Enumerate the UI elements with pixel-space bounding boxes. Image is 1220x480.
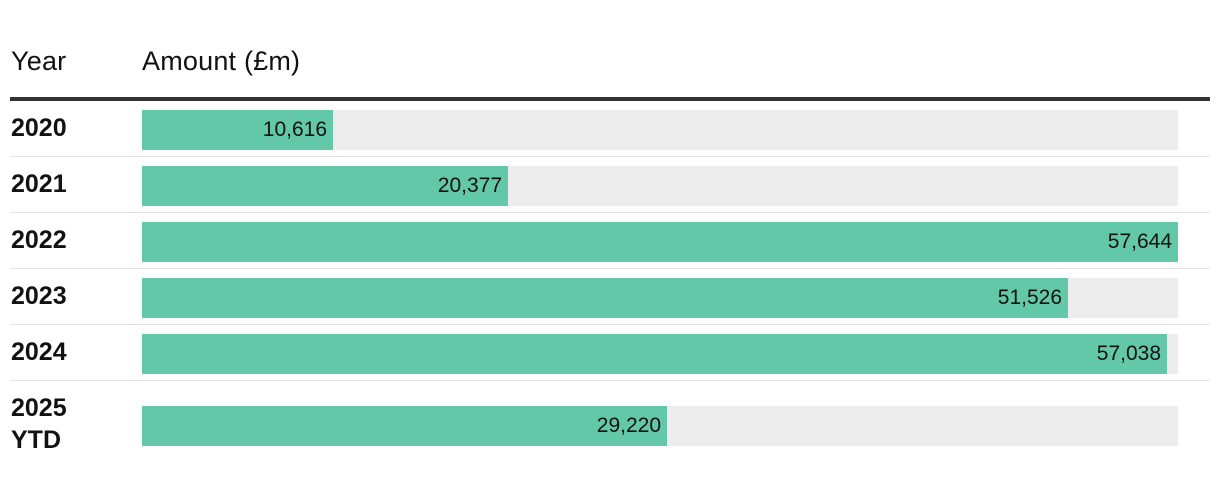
bar — [142, 166, 508, 206]
bar — [142, 334, 1167, 374]
row-divider — [10, 156, 1210, 157]
bar — [142, 406, 667, 446]
bar-value-label: 20,377 — [437, 174, 502, 197]
bar-value-label: 51,526 — [997, 286, 1062, 309]
header-rule — [10, 97, 1210, 101]
table-row: 2021 20,377 — [0, 157, 1220, 213]
bar-track: 20,377 — [142, 166, 1178, 206]
bar — [142, 222, 1178, 262]
bar-track: 29,220 — [142, 406, 1178, 446]
row-divider — [10, 212, 1210, 213]
bar-value-label: 57,644 — [1107, 230, 1172, 253]
bar-track: 57,038 — [142, 334, 1178, 374]
year-label: 2023 — [11, 282, 67, 310]
row-divider — [10, 324, 1210, 325]
bar-track: 51,526 — [142, 278, 1178, 318]
row-divider — [10, 380, 1210, 381]
table-row: 2022 57,644 — [0, 213, 1220, 269]
year-label: 2025 YTD — [11, 394, 67, 454]
bar-track: 57,644 — [142, 222, 1178, 262]
year-label: 2024 — [11, 338, 67, 366]
table-row: 2023 51,526 — [0, 269, 1220, 325]
amount-column-header: Amount (£m) — [142, 46, 301, 76]
bar — [142, 278, 1068, 318]
table-row: 2024 57,038 — [0, 325, 1220, 381]
bar-track: 10,616 — [142, 110, 1178, 150]
year-column-header: Year — [11, 46, 67, 76]
year-label: 2020 — [11, 114, 67, 142]
table-row: 2020 10,616 — [0, 101, 1220, 157]
year-label: 2021 — [11, 170, 67, 198]
table-row: 2025 YTD 29,220 — [0, 381, 1220, 461]
bar-value-label: 29,220 — [596, 414, 661, 437]
bar-value-label: 10,616 — [262, 118, 327, 141]
bar — [142, 110, 333, 150]
table-header: Year Amount (£m) — [0, 0, 1220, 101]
row-divider — [10, 268, 1210, 269]
bar-value-label: 57,038 — [1096, 342, 1161, 365]
year-label: 2022 — [11, 226, 67, 254]
